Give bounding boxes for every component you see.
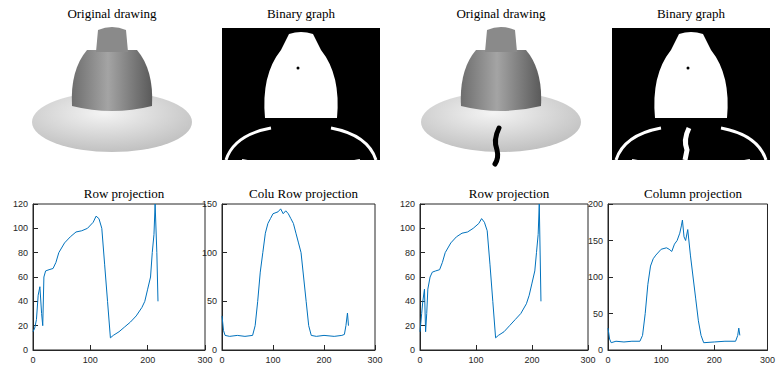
svg-text:0: 0: [23, 345, 28, 355]
svg-text:300: 300: [760, 355, 775, 365]
svg-text:100: 100: [83, 355, 98, 365]
svg-text:50: 50: [207, 296, 217, 306]
svg-text:20: 20: [18, 321, 28, 331]
svg-text:Binary graph: Binary graph: [657, 6, 726, 21]
svg-text:Original drawing: Original drawing: [456, 6, 546, 21]
svg-text:Colu Row projection: Colu Row projection: [249, 186, 359, 201]
svg-text:40: 40: [18, 296, 28, 306]
svg-text:300: 300: [367, 355, 382, 365]
svg-text:0: 0: [212, 345, 217, 355]
svg-text:50: 50: [593, 309, 603, 319]
svg-text:150: 150: [588, 236, 603, 246]
svg-text:100: 100: [654, 355, 669, 365]
svg-text:0: 0: [605, 355, 610, 365]
svg-text:100: 100: [400, 223, 415, 233]
svg-text:200: 200: [588, 199, 603, 209]
svg-text:100: 100: [13, 223, 28, 233]
svg-text:150: 150: [202, 199, 217, 209]
svg-text:100: 100: [588, 272, 603, 282]
svg-text:Column projection: Column projection: [644, 186, 742, 201]
svg-text:80: 80: [18, 248, 28, 258]
svg-text:60: 60: [18, 272, 28, 282]
svg-text:40: 40: [405, 296, 415, 306]
svg-text:0: 0: [219, 355, 224, 365]
svg-text:0: 0: [417, 355, 422, 365]
svg-text:200: 200: [524, 355, 539, 365]
svg-text:300: 300: [197, 355, 212, 365]
svg-text:120: 120: [400, 199, 415, 209]
svg-text:200: 200: [707, 355, 722, 365]
svg-text:Original drawing: Original drawing: [67, 6, 157, 21]
svg-text:0: 0: [598, 345, 603, 355]
svg-text:20: 20: [405, 321, 415, 331]
svg-text:100: 100: [202, 248, 217, 258]
svg-text:100: 100: [265, 355, 280, 365]
svg-text:60: 60: [405, 272, 415, 282]
svg-text:200: 200: [316, 355, 331, 365]
svg-text:Binary graph: Binary graph: [267, 6, 336, 21]
svg-text:0: 0: [410, 345, 415, 355]
svg-text:80: 80: [405, 248, 415, 258]
svg-text:Row projection: Row projection: [469, 186, 550, 201]
svg-text:0: 0: [30, 355, 35, 365]
svg-text:Row projection: Row projection: [84, 186, 165, 201]
svg-text:120: 120: [13, 199, 28, 209]
svg-text:200: 200: [140, 355, 155, 365]
svg-text:100: 100: [468, 355, 483, 365]
svg-text:300: 300: [580, 355, 595, 365]
